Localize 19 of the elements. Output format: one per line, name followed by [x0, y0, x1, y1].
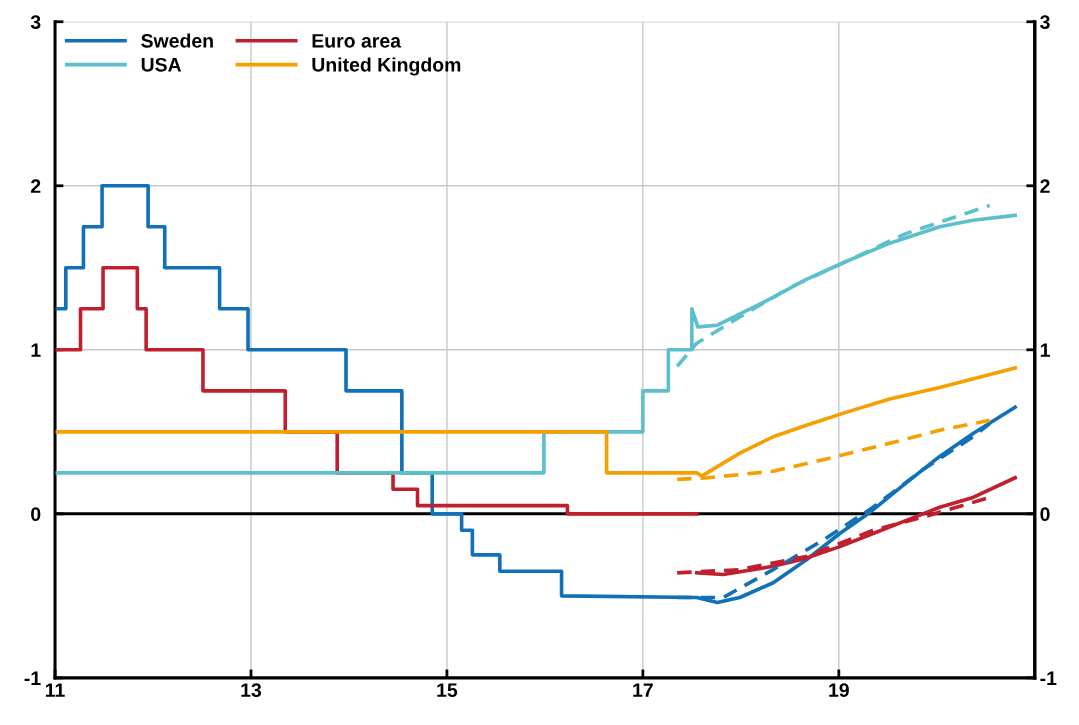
y-tick-label: -1 — [24, 671, 41, 685]
y2-tick-label: 1 — [1040, 343, 1050, 357]
y-tick-label: 1 — [31, 343, 41, 357]
legend-label: United Kingdom — [312, 57, 461, 76]
y-tick-label: 0 — [31, 507, 41, 522]
x-tick-label: 17 — [633, 683, 653, 697]
x-tick-label: 15 — [437, 683, 458, 698]
y-tick-label: 2 — [31, 179, 41, 193]
legend-label: Euro area — [312, 34, 402, 48]
x-tick-label: 13 — [241, 683, 262, 698]
y2-tick-label: 0 — [1040, 507, 1050, 522]
y2-tick-label: 3 — [1040, 15, 1050, 30]
y2-tick-label: 2 — [1040, 179, 1050, 193]
legend-label: USA — [141, 57, 182, 72]
x-tick-label: 19 — [829, 683, 849, 698]
x-tick-label: 11 — [45, 683, 65, 697]
legend-label: Sweden — [141, 33, 213, 48]
y-tick-label: 3 — [30, 15, 41, 30]
y2-tick-label: -1 — [1040, 671, 1057, 685]
